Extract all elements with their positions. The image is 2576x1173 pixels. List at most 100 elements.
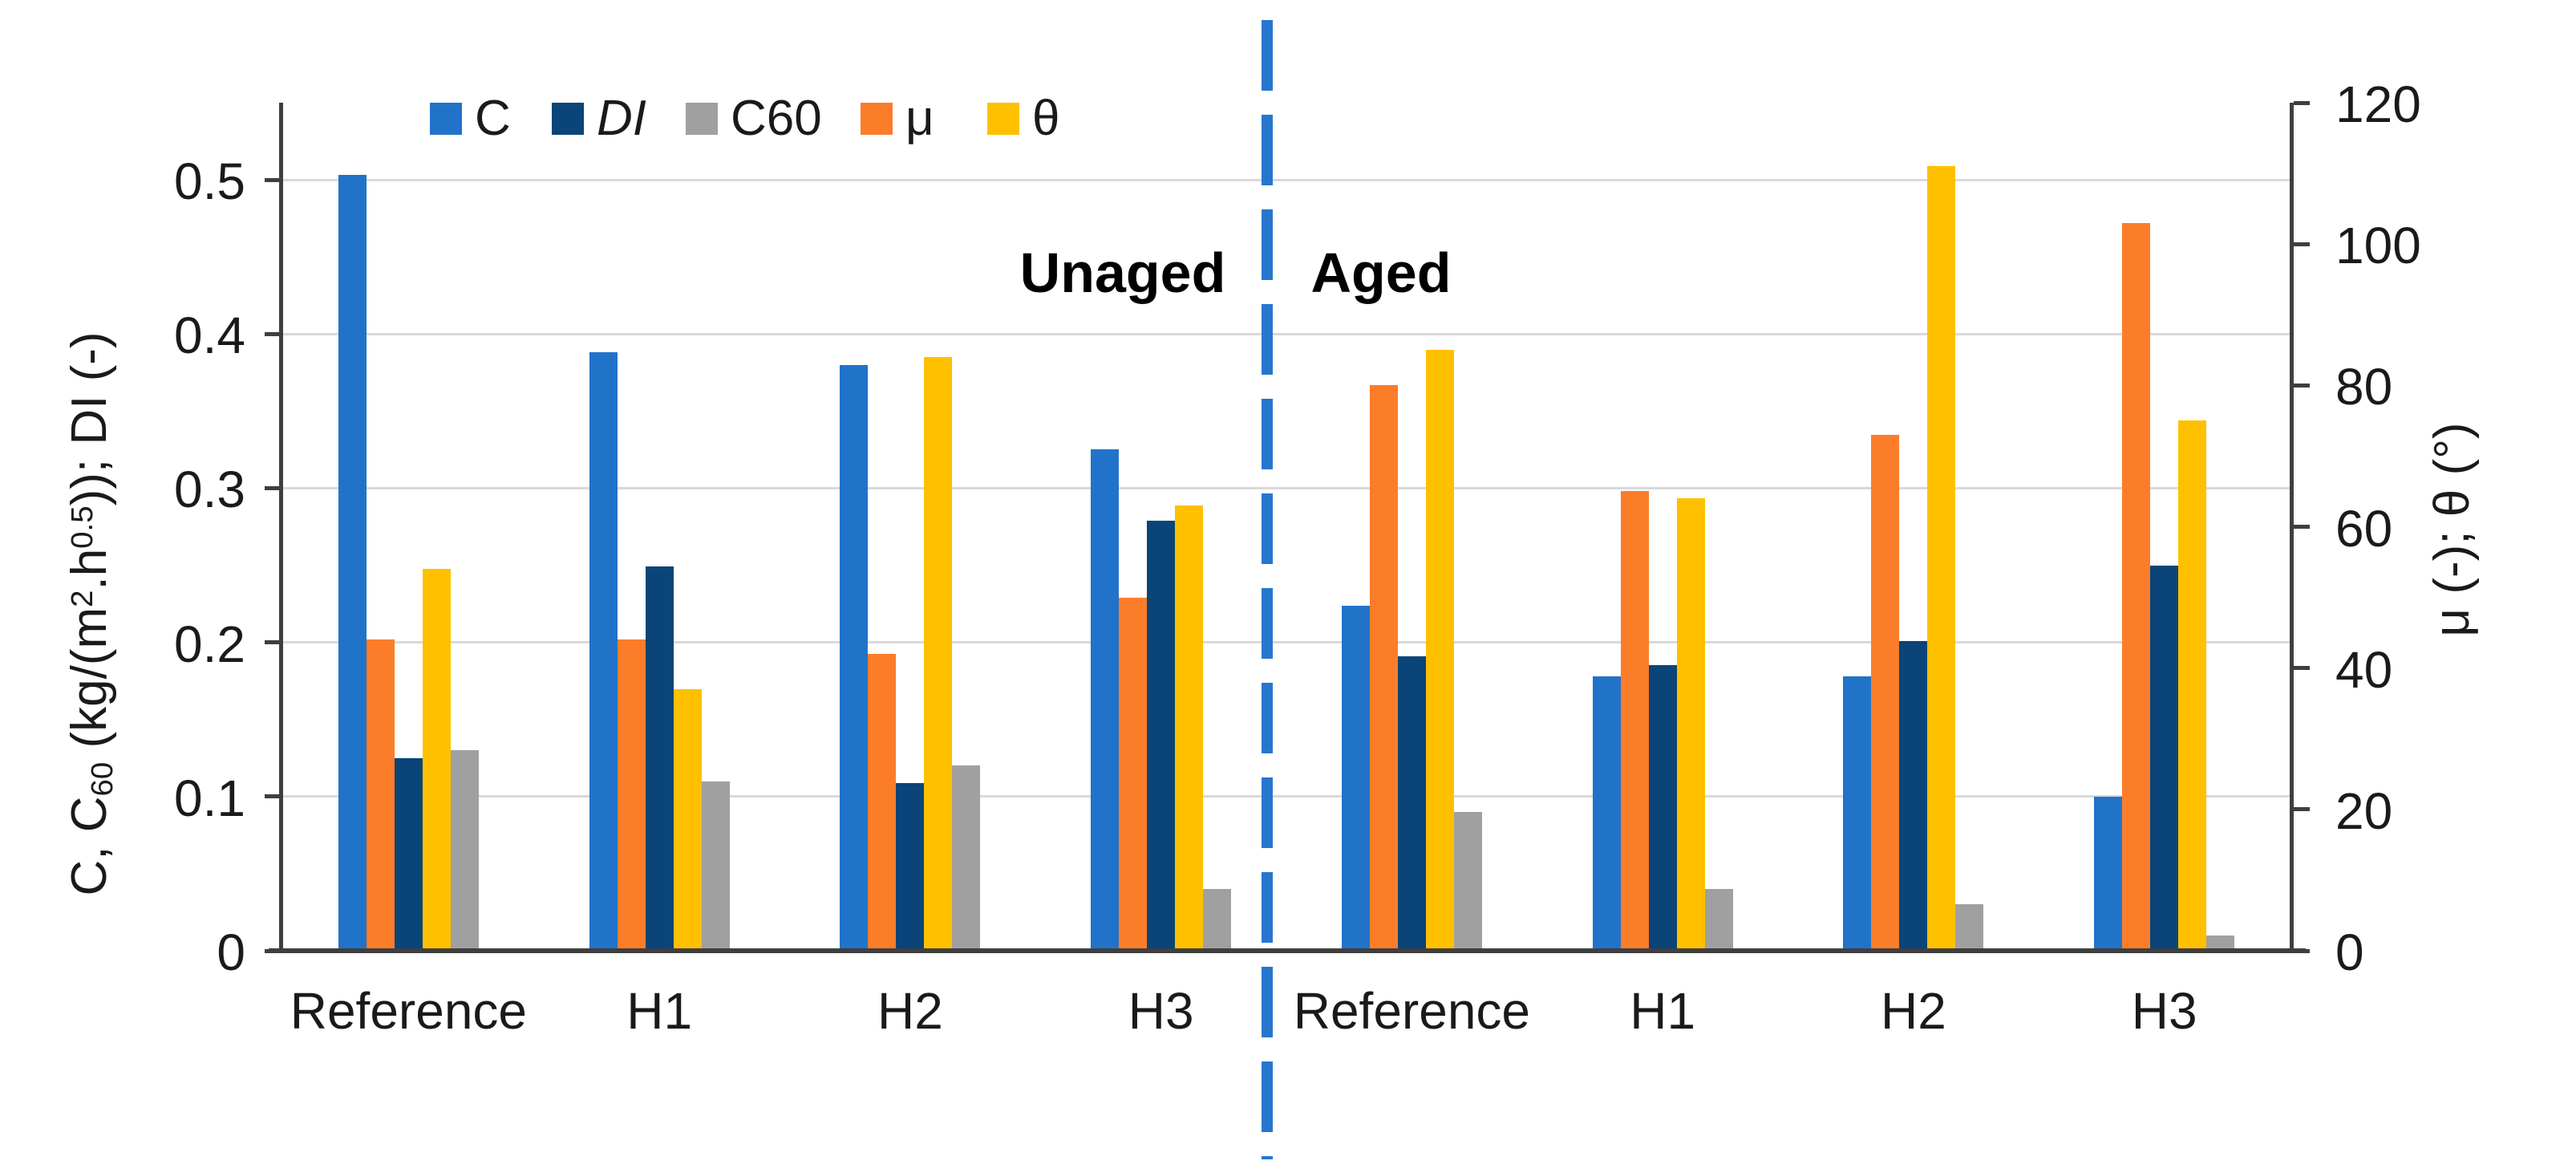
left-tick-label: 0.5 [174,152,245,211]
left-axis-line [279,103,283,953]
legend-label-μ: μ [905,91,934,146]
bar-θ-H3-3 [1175,505,1204,951]
legend-item-μ: μ [861,94,934,144]
bar-DI-H2-6 [1899,640,1928,951]
bar-μ-H2-6 [1871,434,1900,951]
bar-μ-H3-3 [1119,597,1148,951]
right-tick-60 [2294,525,2310,529]
right-tick-label: 120 [2335,75,2421,133]
bar-θ-H3-7 [2178,420,2207,951]
bar-C-H2-6 [1843,676,1872,951]
right-tick-label: 80 [2335,358,2393,416]
left-axis-title-segment: C, C [62,796,117,896]
category-label-H2-6: H2 [1880,982,1946,1040]
left-axis-title-segment: 0.5 [64,505,99,549]
bar-C60-H3-3 [1203,889,1232,951]
gridline-0.4 [283,332,2290,335]
section-label-Unaged: Unaged [1019,242,1226,304]
left-tick-0 [265,948,281,953]
right-axis-title: μ (-); θ (°) [2424,422,2480,637]
bar-μ-H2-2 [868,654,897,951]
left-tick-0.4 [265,331,281,336]
bar-C-H3-3 [1091,449,1120,951]
left-tick-0.5 [265,177,281,182]
bar-μ-H1-1 [617,639,646,951]
bar-μ-H1-5 [1620,491,1649,951]
bar-C60-H2-2 [952,765,981,951]
bar-DI-H3-3 [1147,520,1176,951]
bar-DI-H1-1 [645,566,674,951]
right-tick-label: 20 [2335,781,2393,840]
left-tick-label: 0.4 [174,306,245,365]
category-label-H3-7: H3 [2131,982,2197,1040]
bar-μ-Reference-0 [366,639,395,951]
bar-θ-Reference-4 [1425,350,1454,951]
legend-label-C: C [475,91,511,146]
legend-label-θ: θ [1032,91,1060,146]
bar-μ-Reference-4 [1369,385,1398,951]
left-tick-0.2 [265,640,281,645]
right-tick-100 [2294,242,2310,246]
gridline-0.5 [283,178,2290,181]
right-tick-label: 60 [2335,499,2393,558]
right-tick-0 [2294,948,2310,953]
category-label-Reference-0: Reference [290,982,528,1040]
bar-μ-H3-7 [2122,222,2151,951]
bar-C-H2-2 [840,364,869,951]
bar-θ-H1-1 [673,689,702,951]
bar-θ-H2-2 [924,357,953,951]
bar-θ-H2-6 [1927,166,1956,951]
bar-C60-H1-1 [701,781,730,951]
bar-DI-H3-7 [2150,565,2179,951]
left-axis-title-segment: .h [62,548,117,591]
legend-swatch-μ [861,103,893,135]
bar-C-H3-7 [2094,796,2123,951]
bar-DI-H1-5 [1648,665,1677,951]
legend-item-C: C [430,94,511,144]
right-tick-label: 100 [2335,217,2421,275]
legend-swatch-C60 [686,103,718,135]
right-tick-label: 0 [2335,923,2364,981]
bar-C-Reference-0 [338,175,367,951]
bar-C60-Reference-0 [450,750,479,951]
legend-label-DI: DI [597,91,646,146]
legend-item-DI: DI [552,94,646,144]
left-tick-label: 0.1 [174,769,245,827]
left-axis-title-segment: 60 [85,761,120,797]
left-axis-title-segment: (kg/(m [62,607,117,762]
bar-DI-Reference-4 [1397,656,1426,951]
category-label-Reference-4: Reference [1293,982,1531,1040]
left-axis-title-segment: )); DI (-) [62,331,117,506]
right-tick-120 [2294,100,2310,105]
bar-C-Reference-4 [1341,605,1370,951]
bar-C-H1-5 [1592,676,1621,951]
right-tick-label: 40 [2335,640,2393,699]
bar-C60-H2-6 [1955,904,1984,951]
bar-C-H1-1 [589,352,618,951]
left-axis-title-segment: 2 [64,590,99,607]
bar-DI-Reference-0 [394,757,423,951]
legend-swatch-DI [552,103,584,135]
bar-DI-H2-2 [896,782,925,951]
left-axis-title: C, C60 (kg/(m2.h0.5)); DI (-) [62,331,119,896]
bar-C60-H1-5 [1704,889,1733,951]
left-tick-label: 0.3 [174,461,245,519]
bottom-axis-line [269,948,2306,953]
section-label-Aged: Aged [1310,242,1452,304]
bar-θ-Reference-0 [422,569,451,951]
category-label-H1-5: H1 [1630,982,1696,1040]
bar-θ-H1-5 [1676,498,1705,951]
category-label-H1-1: H1 [626,982,693,1040]
bar-C60-Reference-4 [1453,812,1482,951]
left-tick-0.1 [265,794,281,799]
legend-swatch-θ [987,103,1019,135]
legend-item-C60: C60 [686,94,822,144]
gridline-0.2 [283,641,2290,644]
right-tick-40 [2294,666,2310,671]
right-axis-line [2290,103,2294,953]
legend-label-C60: C60 [731,91,822,146]
legend-swatch-C [430,103,462,135]
left-tick-label: 0 [217,923,245,981]
legend-item-θ: θ [987,94,1059,144]
